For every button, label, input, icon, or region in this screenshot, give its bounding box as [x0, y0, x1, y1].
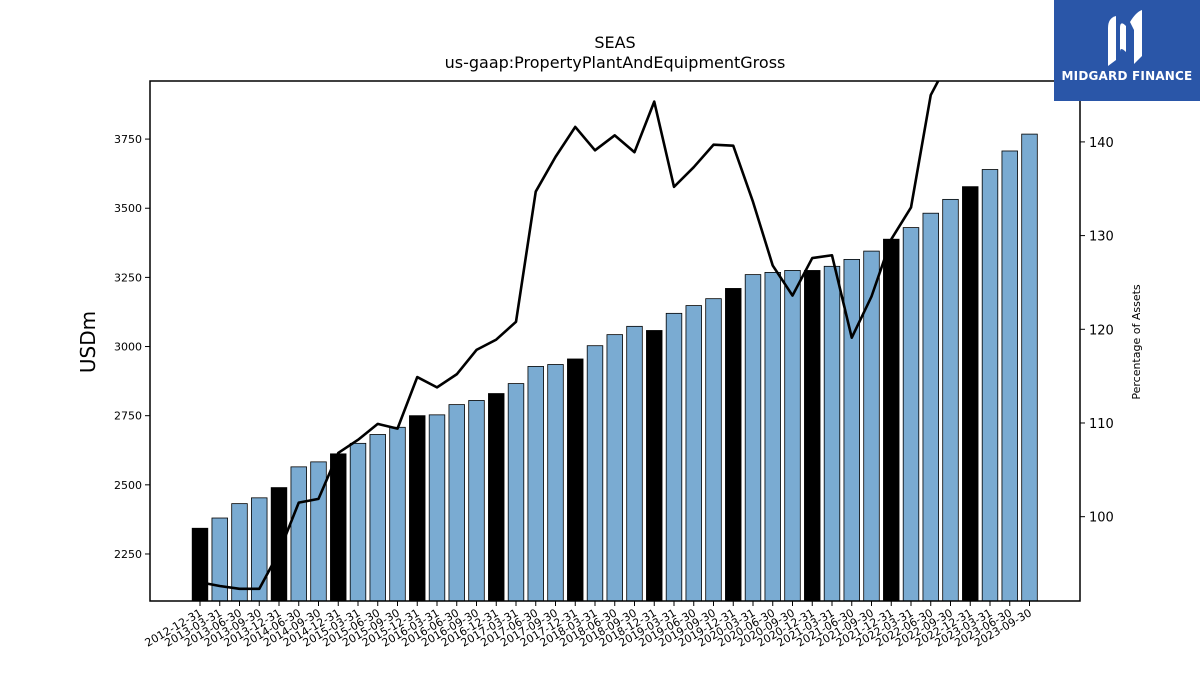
bar [725, 288, 742, 602]
logo-text: MIDGARD FINANCE [1061, 69, 1193, 83]
bar-series [191, 133, 1038, 602]
bar [665, 312, 683, 602]
bar [488, 393, 505, 602]
bar [942, 198, 959, 602]
bar [1021, 133, 1038, 602]
y-tick-label: 2750 [114, 410, 142, 423]
bar [507, 383, 525, 602]
bar [448, 404, 465, 602]
bar [468, 400, 485, 602]
bar [804, 270, 821, 602]
bar [409, 415, 426, 602]
chart-subtitle: us-gaap:PropertyPlantAndEquipmentGross [445, 53, 786, 72]
bar [902, 227, 920, 602]
x-axis: 2012-12-312013-03-312013-06-302013-09-30… [143, 601, 1034, 650]
y2-axis: 100 110 120 130 140 [1080, 136, 1114, 526]
bar [981, 169, 999, 602]
bar [962, 186, 979, 602]
y2-axis-label: Percentage of Assets [1130, 284, 1143, 400]
y-axis-label: USDm [76, 311, 100, 373]
bar [270, 487, 288, 602]
bar [685, 305, 702, 602]
line-series [199, 81, 940, 591]
brand-logo: MIDGARD FINANCE [1054, 0, 1200, 101]
y-tick-label: 3500 [114, 202, 142, 215]
bar [646, 330, 663, 602]
bar [705, 298, 722, 602]
y-axis: 2250 2500 2750 3000 3250 3500 3750 [114, 133, 150, 561]
bar [744, 274, 762, 602]
bar [586, 345, 604, 602]
bar [211, 517, 228, 602]
bar [251, 497, 268, 602]
bar [389, 426, 406, 602]
bar [1001, 150, 1018, 602]
bar [330, 453, 347, 602]
bar [428, 414, 446, 602]
bar [922, 212, 939, 602]
bar [191, 527, 209, 602]
y2-tick-label: 100 [1089, 511, 1114, 526]
bar [290, 466, 307, 602]
percentage-line [199, 81, 940, 591]
bar [626, 325, 643, 602]
chart-title: SEAS [594, 33, 635, 52]
y-tick-label: 2250 [114, 548, 142, 561]
bar [349, 442, 367, 602]
bar [527, 366, 544, 602]
bar [764, 271, 781, 602]
y-tick-label: 3250 [114, 271, 142, 284]
y2-tick-label: 110 [1089, 417, 1114, 432]
bar [310, 461, 327, 602]
logo-icon [1108, 10, 1142, 66]
y2-tick-label: 130 [1089, 230, 1114, 245]
bar [567, 358, 584, 602]
bar [883, 238, 900, 602]
y-tick-label: 3750 [114, 133, 142, 146]
bar [784, 270, 801, 602]
bar [823, 265, 841, 602]
bar [863, 250, 880, 602]
bar [231, 503, 248, 602]
y2-tick-label: 120 [1089, 323, 1114, 338]
bar [606, 334, 623, 602]
y2-tick-label: 140 [1089, 136, 1114, 151]
bar [547, 364, 564, 602]
y-tick-label: 3000 [114, 341, 142, 354]
bar [369, 434, 386, 602]
y-tick-label: 2500 [114, 479, 142, 492]
